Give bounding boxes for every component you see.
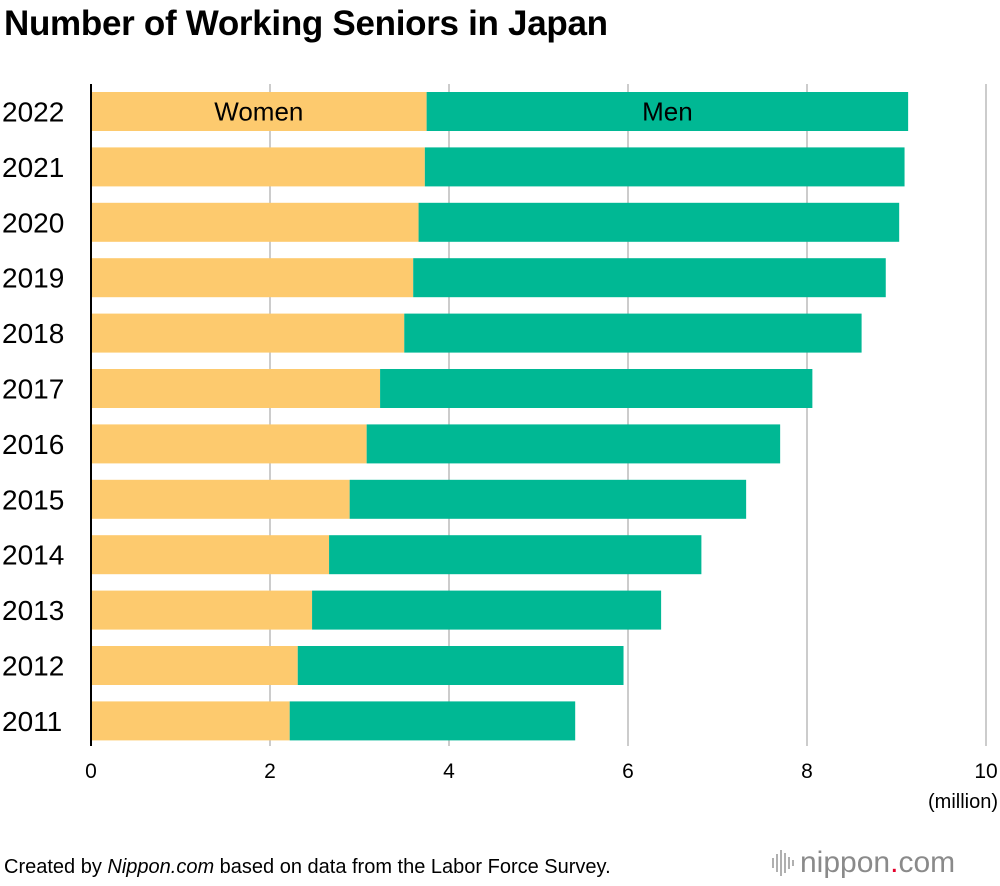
y-tick-label: 2022 <box>2 97 64 128</box>
stacked-bar-chart: 0 2 4 6 8 10 (million) 2022 2021 2020 2019 2018 2017… <box>2 84 998 813</box>
y-tick-label: 2015 <box>2 484 64 515</box>
y-tick-label: 2012 <box>2 651 64 682</box>
bar-women-2011 <box>91 701 290 741</box>
y-tick-label: 2018 <box>2 318 64 349</box>
logo-wordmark: nippon.com <box>800 846 955 880</box>
y-tick-label: 2020 <box>2 207 64 238</box>
x-tick-label: 6 <box>622 760 634 783</box>
bar-women-2019 <box>91 258 414 298</box>
x-axis-label: (million) <box>928 791 998 813</box>
labels: 0 2 4 6 8 10 (million) 2022 2021 2020 2019 2018 2017… <box>2 84 998 813</box>
x-tick-label: 8 <box>801 760 813 783</box>
bar-men-2016 <box>366 424 781 464</box>
bar-men-2020 <box>418 202 900 242</box>
source-site: Nippon.com <box>107 856 215 878</box>
bar-women-2014 <box>91 535 330 575</box>
bar-women-2022 <box>91 92 427 131</box>
source-note: Created by Nippon.com based on data from… <box>4 856 611 879</box>
y-tick-label: 2013 <box>2 595 64 626</box>
bar-men-2022 <box>426 92 909 131</box>
bar-women-2016 <box>91 424 367 464</box>
x-tick-label: 10 <box>974 760 997 783</box>
bar-women-2012 <box>91 646 298 685</box>
x-tick-label: 2 <box>264 760 276 783</box>
legend-label-men: Men <box>642 97 693 127</box>
bar-women-2017 <box>91 369 381 408</box>
y-tick-label: 2021 <box>2 152 64 183</box>
bar-men-2021 <box>424 147 905 187</box>
source-suffix: based on data from the Labor Force Surve… <box>214 856 611 878</box>
bar-women-2018 <box>91 313 405 353</box>
y-tick-label: 2016 <box>2 429 64 460</box>
y-tick-label: 2017 <box>2 374 64 405</box>
bar-men-2018 <box>404 313 862 353</box>
gridlines <box>269 84 987 746</box>
y-tick-label: 2019 <box>2 263 64 294</box>
bars <box>91 92 909 741</box>
y-tick-label: 2014 <box>2 540 64 571</box>
bar-men-2011 <box>289 701 576 741</box>
legend-label-women: Women <box>214 97 303 127</box>
bar-women-2015 <box>91 479 350 519</box>
logo-dot: . <box>890 846 899 879</box>
x-tick-label: 0 <box>85 760 97 783</box>
logo-tld: com <box>898 846 956 879</box>
logo-name: nippon <box>800 846 891 879</box>
barcode-logo-icon <box>772 850 794 876</box>
source-prefix: Created by <box>4 856 108 878</box>
bar-men-2015 <box>349 479 747 519</box>
bar-men-2017 <box>380 369 813 408</box>
chart-title: Number of Working Seniors in Japan <box>4 4 608 43</box>
x-tick-label: 4 <box>443 760 455 783</box>
nippon-logo: nippon.com <box>772 846 955 880</box>
bar-men-2013 <box>312 590 662 630</box>
y-tick-label: 2011 <box>2 706 62 737</box>
bar-women-2021 <box>91 147 425 187</box>
bar-women-2013 <box>91 590 313 630</box>
bar-women-2020 <box>91 202 419 242</box>
bar-men-2012 <box>297 646 624 685</box>
bar-men-2014 <box>329 535 702 575</box>
bar-men-2019 <box>413 258 886 298</box>
